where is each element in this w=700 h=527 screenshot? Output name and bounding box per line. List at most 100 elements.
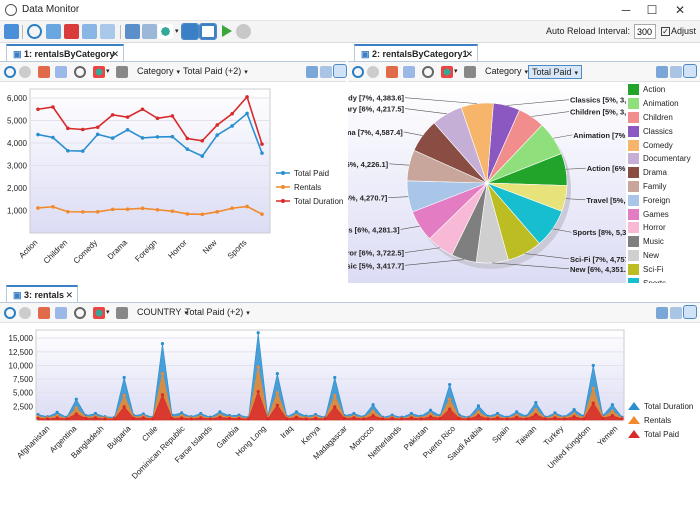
data-point: [505, 417, 509, 421]
chevron-down-icon: ▾: [246, 310, 250, 317]
layout-grid-icon[interactable]: [125, 24, 140, 39]
stop-icon[interactable]: [19, 307, 31, 319]
slice-label: Children [5%, 3,655.6]: [570, 108, 626, 117]
export-icon[interactable]: [386, 66, 398, 78]
data-point: [457, 416, 461, 420]
panel-toolbar: ▾ COUNTRY ▾ Total Paid (+2) ▾: [0, 303, 700, 323]
data-point: [428, 408, 433, 412]
y-tick-label: 10,000: [9, 361, 34, 370]
palette-dropdown-icon[interactable]: ▾: [106, 68, 110, 75]
data-point: [534, 412, 538, 417]
grid-view-icon[interactable]: [670, 307, 682, 319]
settings-icon[interactable]: [464, 66, 476, 78]
legend-swatch: [628, 180, 639, 192]
stop-icon[interactable]: [236, 24, 251, 39]
table-view-icon[interactable]: [46, 24, 61, 39]
measure-select[interactable]: Total Paid (+2) ▾: [182, 306, 253, 320]
y-tick-label: 15,000: [9, 334, 34, 343]
auto-reload-input[interactable]: [634, 24, 656, 39]
split-horizontal-icon[interactable]: [181, 23, 199, 40]
chart-view-icon[interactable]: [333, 64, 347, 78]
data-point: [160, 342, 165, 346]
settings-icon[interactable]: [116, 307, 128, 319]
palette-icon[interactable]: [93, 307, 105, 319]
data-point: [245, 95, 249, 99]
data-point: [55, 410, 59, 414]
adjust-checkbox[interactable]: ✓: [661, 27, 670, 36]
label-leader: [506, 99, 570, 106]
palette-icon[interactable]: [158, 24, 173, 39]
export-icon[interactable]: [38, 307, 50, 319]
list-icon[interactable]: [142, 24, 157, 39]
data-point: [110, 207, 115, 212]
palette-dropdown-icon[interactable]: ▾: [454, 68, 458, 75]
chart-view-icon[interactable]: [683, 64, 697, 78]
palette-dropdown-icon[interactable]: ▾: [106, 309, 110, 316]
data-point: [256, 331, 260, 335]
maximize-button[interactable]: ☐: [646, 3, 658, 17]
data-point: [390, 416, 394, 420]
copy-icon[interactable]: [55, 66, 67, 78]
minimize-button[interactable]: ─: [621, 3, 631, 17]
chevron-down-icon: ▾: [574, 70, 579, 77]
tab-close-icon[interactable]: ✕: [65, 290, 73, 300]
data-point: [218, 415, 222, 419]
data-point: [260, 212, 264, 216]
copy-icon[interactable]: [55, 307, 67, 319]
refresh-icon[interactable]: [352, 66, 364, 78]
dimension-select[interactable]: COUNTRY ▾: [134, 306, 191, 320]
stop-icon[interactable]: [367, 66, 379, 78]
play-icon[interactable]: [222, 25, 232, 37]
refresh-icon[interactable]: [27, 24, 42, 39]
table-view-icon[interactable]: [306, 66, 318, 78]
new-icon[interactable]: [4, 24, 19, 39]
dimension-select[interactable]: Category ▾: [482, 65, 531, 79]
settings-icon[interactable]: [116, 66, 128, 78]
x-tick-label: Spain: [490, 424, 511, 445]
tab-underline: [0, 61, 346, 62]
zoom-icon[interactable]: [74, 307, 86, 319]
chart-view-icon[interactable]: [683, 305, 697, 319]
legend-swatch: [628, 416, 640, 424]
data-point: [110, 113, 115, 117]
refresh-icon[interactable]: [4, 66, 16, 78]
grid-icon[interactable]: [82, 24, 97, 39]
table-view-icon[interactable]: [656, 307, 668, 319]
dimension-select[interactable]: Category ▾: [134, 65, 183, 79]
tab-underline: [348, 61, 700, 62]
dimension-value: COUNTRY: [137, 307, 182, 317]
tab-close-icon[interactable]: ✕: [465, 49, 473, 59]
slice-label: Action [6%, 4,375.9]: [587, 164, 626, 173]
data-point: [610, 409, 615, 413]
tab-rentals-by-category1[interactable]: ▣ 2: rentalsByCategory1 ✕: [354, 44, 478, 62]
measure-select[interactable]: Total Paid ▾: [528, 65, 583, 79]
x-tick-label: Turkey: [542, 424, 565, 447]
palette-icon[interactable]: [441, 66, 453, 78]
grid-view-icon[interactable]: [670, 66, 682, 78]
tab-close-icon[interactable]: ✕: [111, 49, 119, 59]
chart-view-icon[interactable]: [64, 24, 79, 39]
data-point: [81, 210, 85, 214]
zoom-icon[interactable]: [74, 66, 86, 78]
zoom-icon[interactable]: [422, 66, 434, 78]
data-point: [155, 207, 160, 212]
legend-label: Total Paid: [644, 430, 679, 439]
palette-icon[interactable]: [93, 66, 105, 78]
refresh-icon[interactable]: [4, 307, 16, 319]
palette-dropdown-icon[interactable]: ▾: [175, 28, 179, 35]
stop-icon[interactable]: [19, 66, 31, 78]
tab-rentals[interactable]: ▣ 3: rentals ✕: [6, 285, 78, 303]
label-leader: [565, 167, 586, 170]
label-leader: [553, 134, 573, 139]
tab-panel-icon: ▣: [13, 49, 25, 59]
measure-select[interactable]: Total Paid (+2) ▾: [180, 65, 251, 79]
split-vertical-icon[interactable]: [199, 23, 217, 40]
tab-rentals-by-category[interactable]: ▣ 1: rentalsByCategory ✕: [6, 44, 124, 62]
copy-icon[interactable]: [403, 66, 415, 78]
close-button[interactable]: ✕: [674, 3, 686, 17]
report-icon[interactable]: [100, 24, 115, 39]
grid-view-icon[interactable]: [320, 66, 332, 78]
data-point: [419, 417, 423, 421]
export-icon[interactable]: [38, 66, 50, 78]
table-view-icon[interactable]: [656, 66, 668, 78]
